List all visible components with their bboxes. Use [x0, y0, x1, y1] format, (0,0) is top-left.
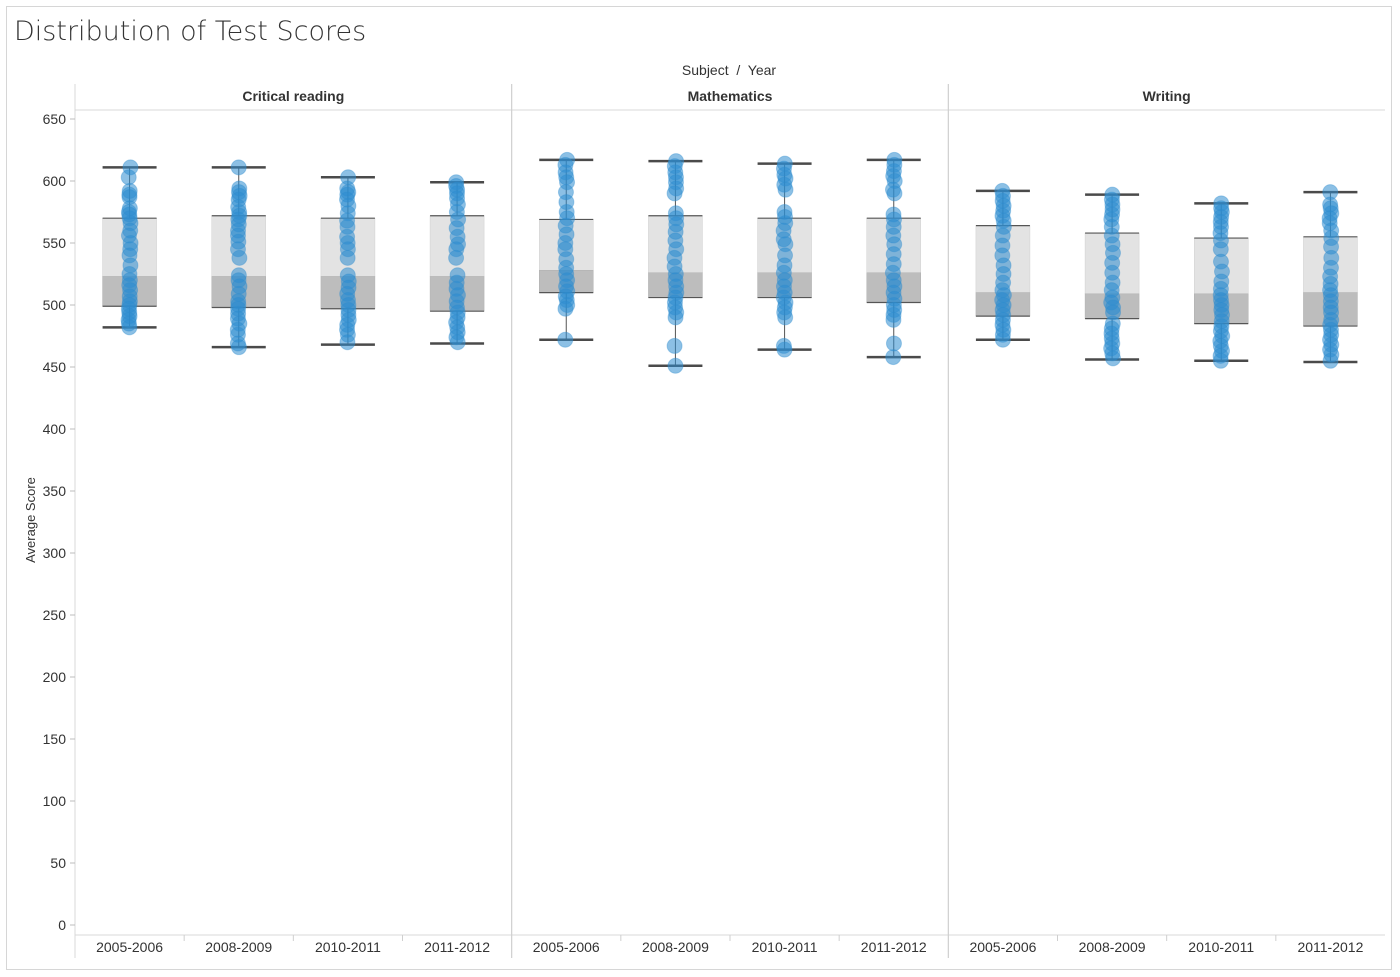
data-point	[1322, 352, 1339, 369]
data-point	[557, 331, 574, 348]
x-tick-label: 2010-2011	[752, 939, 818, 955]
y-tick-label: 450	[43, 359, 67, 375]
data-point	[777, 181, 794, 198]
y-tick-label: 300	[43, 545, 67, 561]
data-point	[231, 249, 248, 266]
y-tick-label: 100	[43, 793, 67, 809]
data-point	[448, 249, 465, 266]
data-point	[339, 249, 356, 266]
x-tick-label: 2005-2006	[969, 939, 1036, 955]
panel-header: Writing	[1143, 88, 1191, 104]
y-tick-label: 400	[43, 421, 67, 437]
x-tick-label: 2011-2012	[1297, 939, 1363, 955]
y-tick-label: 500	[43, 297, 67, 313]
x-tick-label: 2008-2009	[642, 939, 709, 955]
data-point	[230, 159, 247, 176]
y-axis-label: Average Score	[23, 477, 38, 563]
x-tick-label: 2011-2012	[861, 939, 927, 955]
y-tick-label: 250	[43, 607, 67, 623]
data-point	[667, 309, 684, 326]
x-tick-label: 2010-2011	[1188, 939, 1254, 955]
data-point	[885, 349, 902, 366]
data-point	[120, 169, 137, 186]
x-tick-label: 2008-2009	[205, 939, 272, 955]
data-point	[666, 337, 683, 354]
x-tick-label: 2010-2011	[315, 939, 381, 955]
x-tick-label: 2005-2006	[96, 939, 163, 955]
data-point	[449, 334, 466, 351]
y-tick-label: 650	[43, 111, 67, 127]
data-point	[667, 357, 684, 374]
data-point	[886, 185, 903, 202]
y-tick-label: 350	[43, 483, 67, 499]
chart-title: Distribution of Test Scores	[14, 16, 367, 47]
panel-header: Critical reading	[242, 88, 344, 104]
column-header: Subject / Year	[682, 62, 777, 78]
y-tick-label: 550	[43, 235, 67, 251]
panel-header: Mathematics	[688, 88, 773, 104]
data-point	[776, 341, 793, 358]
data-point	[777, 309, 794, 326]
y-tick-label: 0	[58, 917, 66, 933]
y-tick-label: 50	[50, 855, 66, 871]
data-point	[994, 331, 1011, 348]
y-tick-label: 200	[43, 669, 67, 685]
data-point	[339, 334, 356, 351]
y-tick-label: 600	[43, 173, 67, 189]
data-point	[557, 300, 574, 317]
y-tick-label: 150	[43, 731, 67, 747]
data-point	[121, 319, 138, 336]
data-point	[1105, 350, 1122, 367]
data-point	[230, 339, 247, 356]
data-point	[1212, 352, 1229, 369]
x-tick-label: 2008-2009	[1079, 939, 1146, 955]
x-tick-label: 2011-2012	[424, 939, 490, 955]
data-point	[885, 335, 902, 352]
data-point	[885, 311, 902, 328]
x-tick-label: 2005-2006	[533, 939, 600, 955]
data-point	[666, 185, 683, 202]
